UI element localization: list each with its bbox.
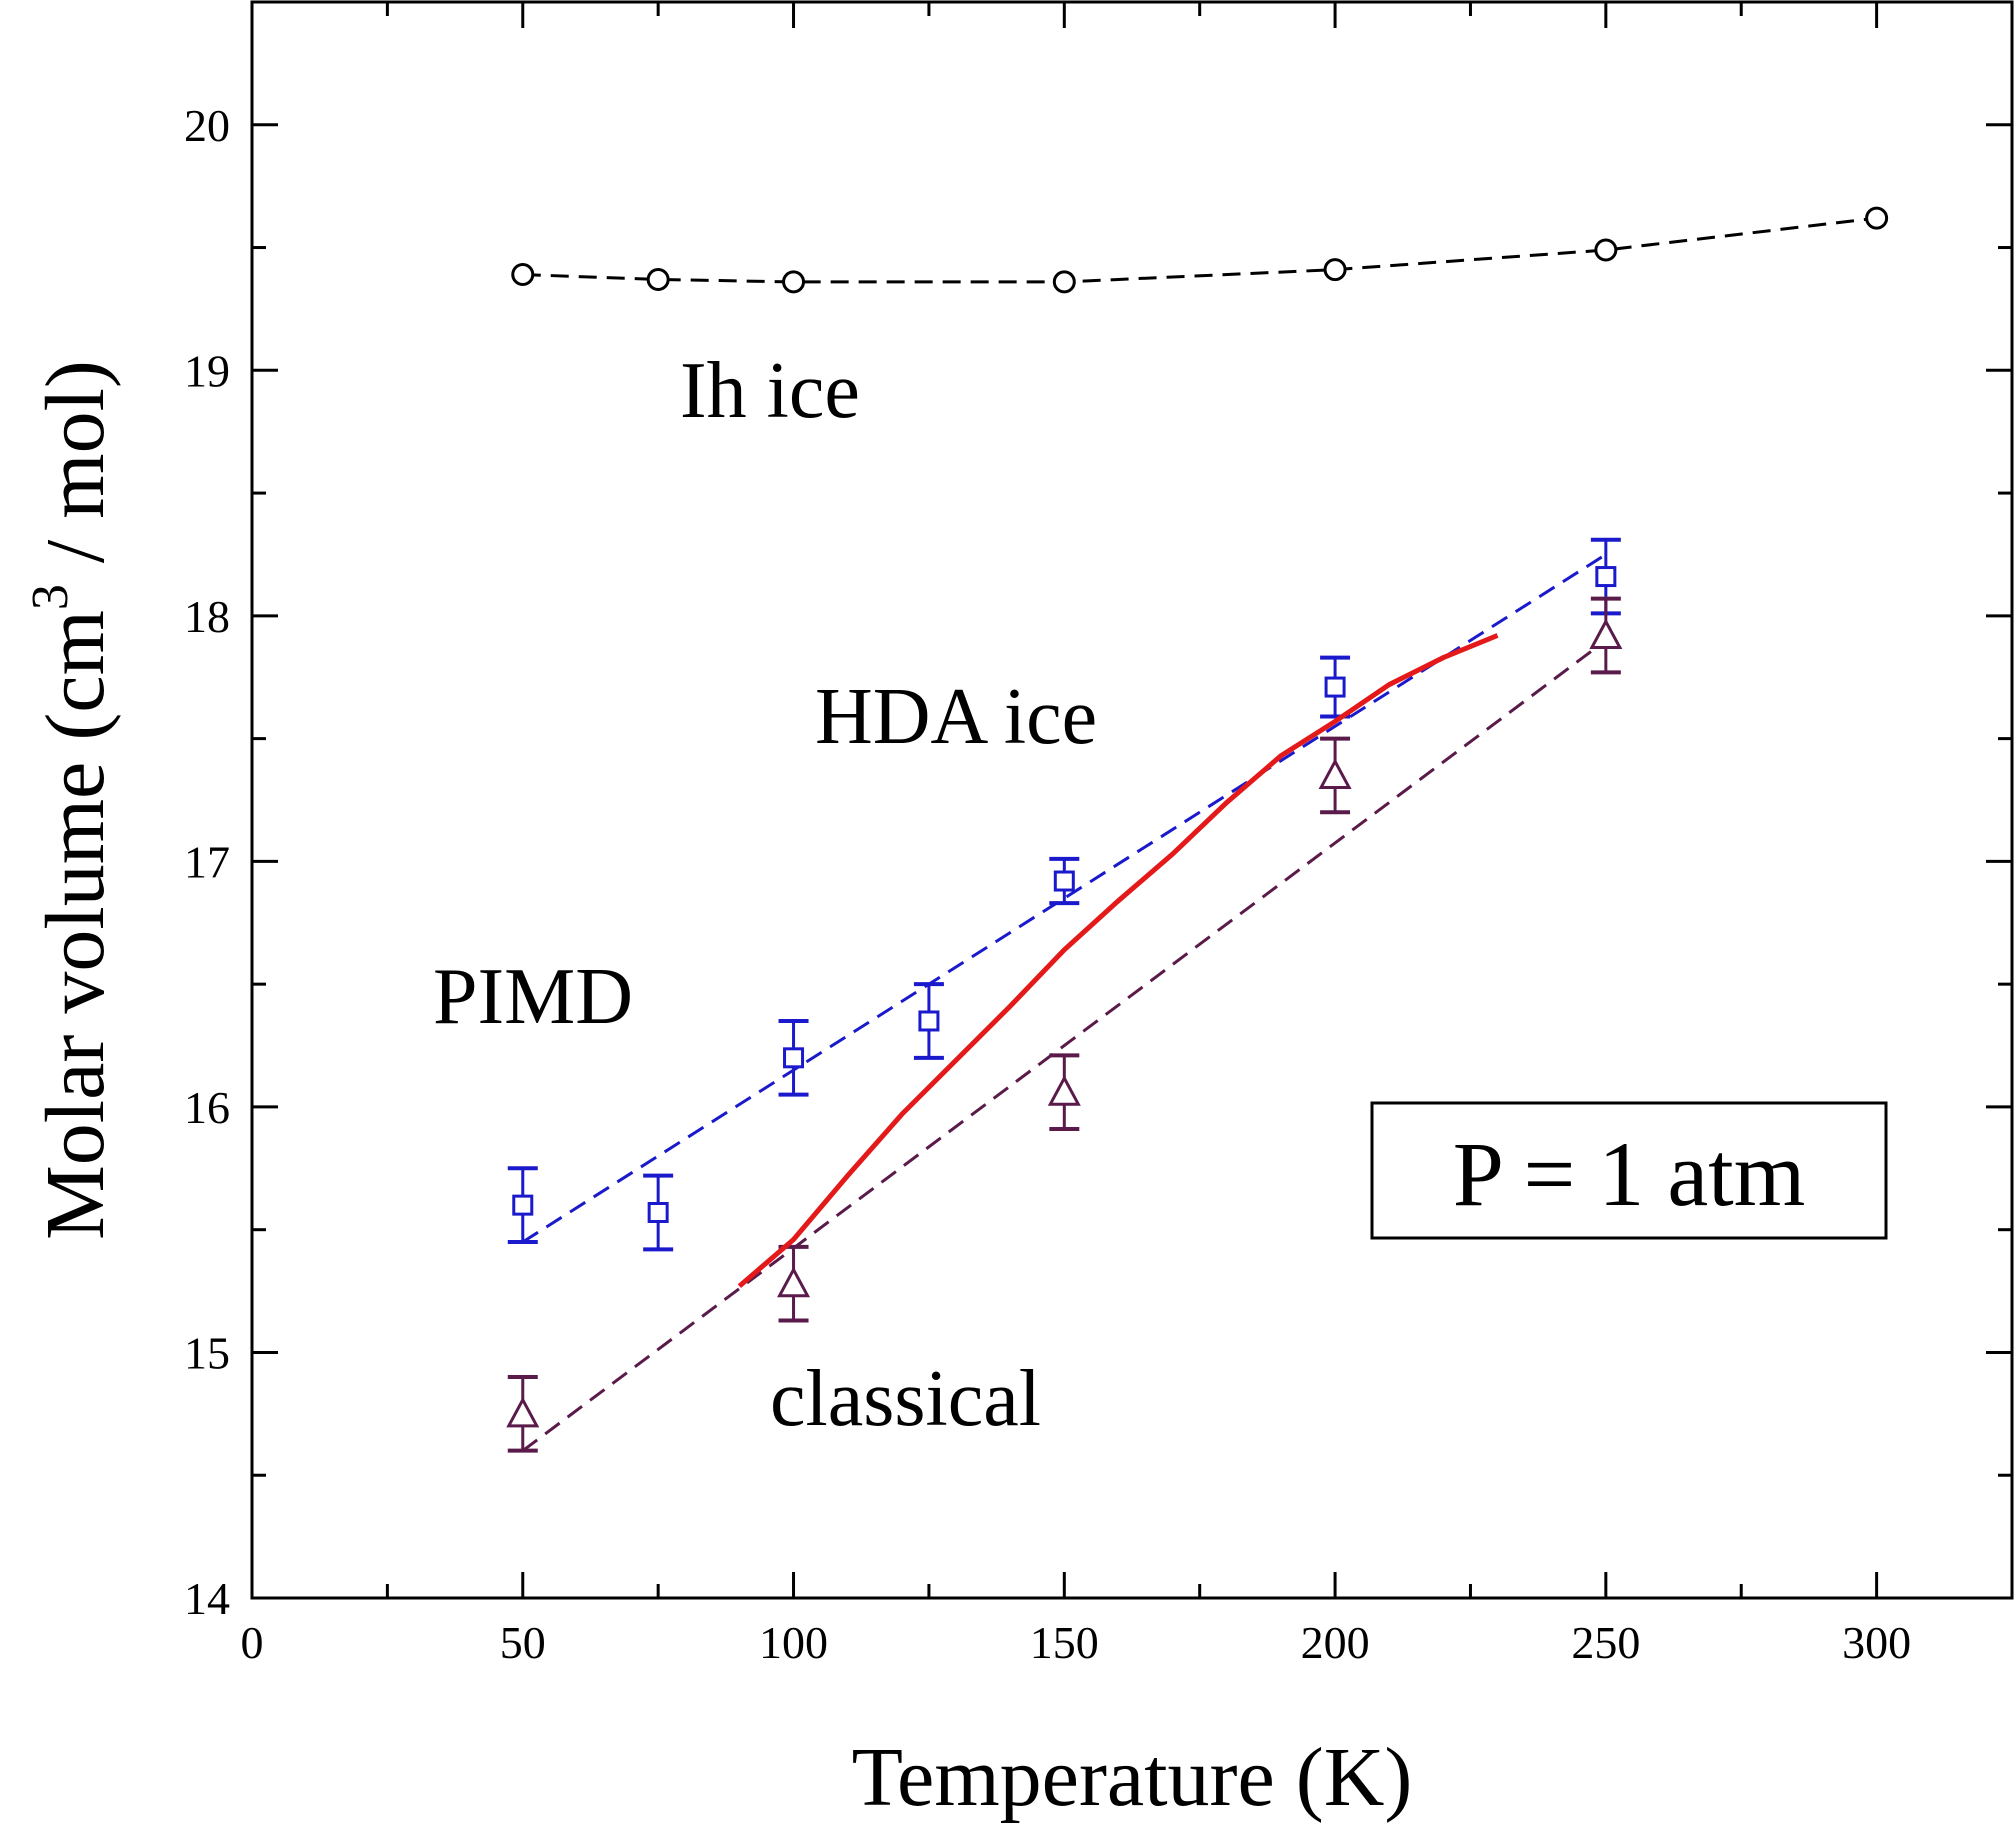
annotation-ih-ice: Ih ice [680,347,860,435]
y-axis-title-sup: 3 [22,584,79,610]
pimd-point [512,1194,534,1216]
ih-ice-point [782,270,806,294]
annotation-hda-ice: HDA ice [815,673,1097,761]
x-tick-label: 50 [500,1617,546,1668]
svg-text:Molar volume (cm3 / mol): Molar volume (cm3 / mol) [22,360,122,1240]
y-axis-title: Molar volume (cm3 / mol) [22,360,122,1240]
pimd-point [647,1202,669,1224]
x-tick-label: 250 [1571,1617,1640,1668]
ih-ice-point [1323,258,1347,282]
pressure-label: P = 1 atm [1453,1123,1806,1225]
classical-point [506,1396,540,1428]
y-tick-label: 16 [184,1082,230,1133]
classical-point [777,1266,811,1298]
annotation-classical: classical [770,1355,1041,1443]
y-tick-label: 20 [184,100,230,151]
y-tick-label: 17 [184,836,230,887]
ih-ice-point [1594,238,1618,262]
y-axis-ticks: 14 15 16 17 18 19 20 [184,0,2012,1624]
pimd-point [1595,566,1617,588]
curve-line [737,633,1499,1289]
ih-ice-point [1052,270,1076,294]
ih-ice-point [646,267,670,291]
x-tick-label: 0 [241,1617,264,1668]
ih-ice-point [1865,206,1889,230]
y-axis-title-main: Molar volume (cm [29,610,122,1240]
series-layer [506,206,1889,1453]
x-tick-label: 300 [1842,1617,1911,1668]
y-tick-label: 18 [184,591,230,642]
y-tick-label: 19 [184,345,230,396]
y-tick-label: 15 [184,1327,230,1378]
annotation-pimd: PIMD [433,953,633,1041]
pimd-point [783,1047,805,1069]
pimd-point [1053,870,1075,892]
x-axis-ticks: 0 50 100 150 200 250 300 [241,2,2014,1668]
plot-frame [250,0,2014,1600]
ih-ice-point [511,263,535,287]
x-tick-label: 100 [759,1617,828,1668]
classical-point [1318,758,1352,789]
classical-fit-line [521,639,1607,1452]
pimd-point [1324,676,1346,698]
x-tick-label: 200 [1301,1617,1370,1668]
pimd-point [918,1010,940,1032]
classical-point [1589,618,1623,649]
classical-point [1047,1075,1081,1106]
x-tick-label: 150 [1030,1617,1099,1668]
pressure-box [1370,1101,1888,1240]
ih-ice-line [522,216,1877,284]
y-axis-title-tail: / mol) [29,360,122,584]
y-tick-label: 14 [184,1573,230,1624]
x-axis-title: Temperature (K) [852,1731,1413,1823]
